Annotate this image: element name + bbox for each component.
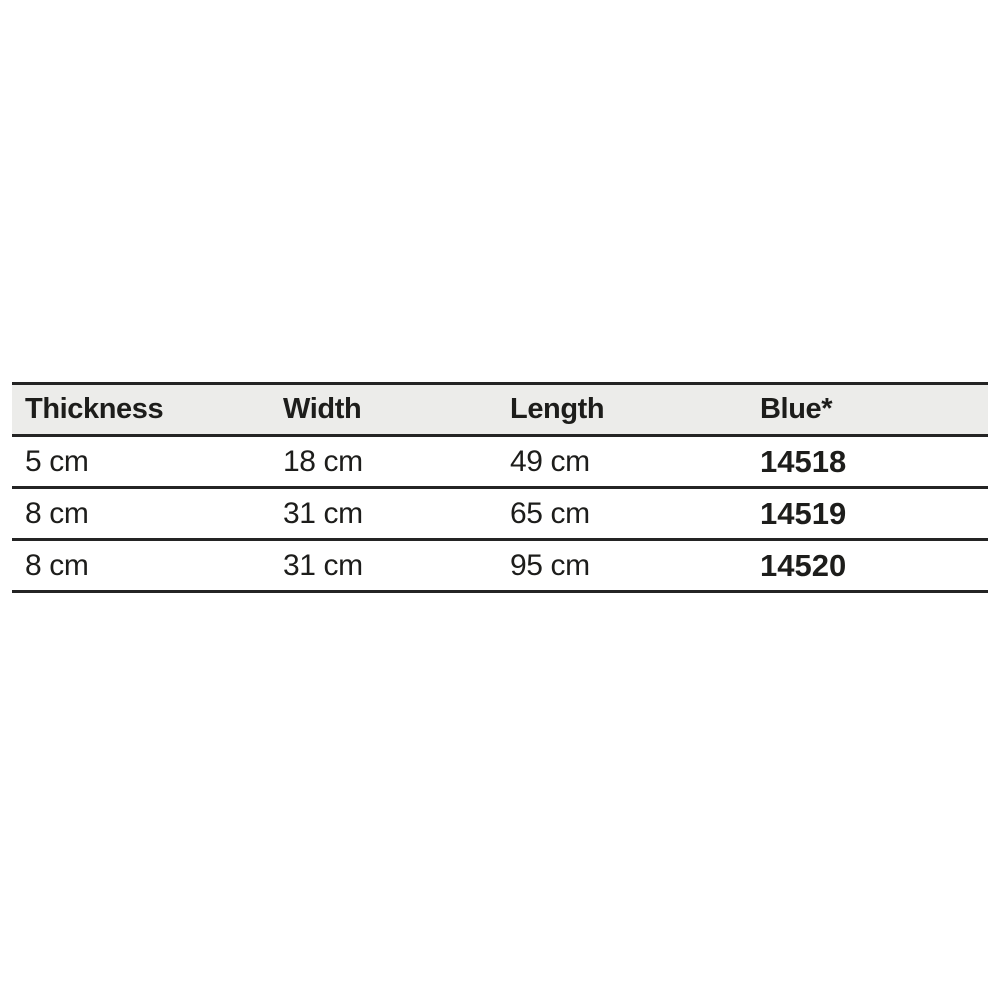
cell-width: 31 cm (270, 487, 497, 541)
column-header-thickness: Thickness (12, 382, 270, 437)
cell-thickness: 8 cm (12, 539, 270, 593)
cell-length: 65 cm (497, 487, 747, 541)
cell-width: 31 cm (270, 539, 497, 593)
cell-thickness: 5 cm (12, 435, 270, 489)
table-row: 8 cm 31 cm 95 cm 14520 (12, 539, 988, 593)
column-header-length: Length (497, 382, 747, 437)
cell-width: 18 cm (270, 435, 497, 489)
header-row: Thickness Width Length Blue* (12, 382, 988, 437)
cell-part-number: 14520 (747, 539, 988, 593)
cell-length: 49 cm (497, 435, 747, 489)
column-header-blue: Blue* (747, 382, 988, 437)
column-header-width: Width (270, 382, 497, 437)
cell-thickness: 8 cm (12, 487, 270, 541)
cell-part-number: 14518 (747, 435, 988, 489)
table-row: 5 cm 18 cm 49 cm 14518 (12, 435, 988, 489)
cell-part-number: 14519 (747, 487, 988, 541)
cell-length: 95 cm (497, 539, 747, 593)
product-spec-table: Thickness Width Length Blue* 5 cm 18 cm … (12, 382, 988, 593)
table-row: 8 cm 31 cm 65 cm 14519 (12, 487, 988, 541)
